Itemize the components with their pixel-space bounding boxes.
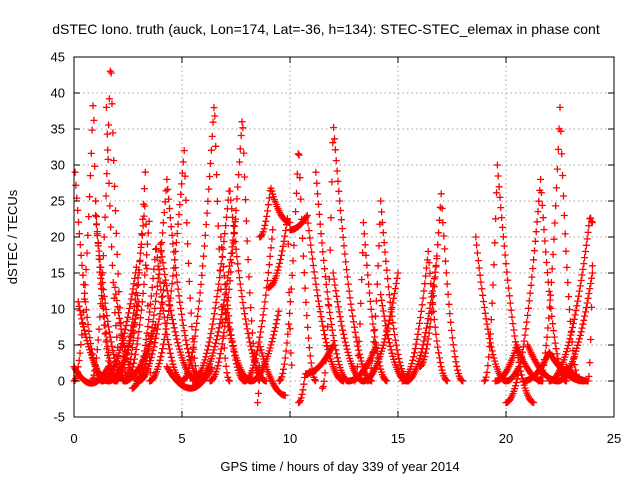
data-point-markers — [472, 233, 523, 385]
satellite-pass — [264, 215, 296, 369]
axis-ticks: -5 0 5 10 15 20 25 30 35 40 45 0 5 10 15 20 25 — [51, 50, 622, 447]
y-tick-label: 0 — [58, 374, 65, 389]
x-tick-label: 25 — [607, 431, 621, 446]
satellite-pass — [351, 219, 391, 385]
y-tick-label: 45 — [51, 50, 65, 65]
x-tick-label: 10 — [283, 431, 297, 446]
data-point-markers — [318, 124, 376, 392]
y-tick-label: 10 — [51, 302, 65, 317]
x-tick-label: 5 — [178, 431, 185, 446]
satellite-pass — [221, 305, 283, 385]
data-point-markers — [256, 184, 294, 241]
y-tick-label: 15 — [51, 266, 65, 281]
data-point-markers — [120, 168, 155, 385]
satellite-pass — [472, 233, 523, 385]
satellite-pass — [254, 343, 289, 407]
data-point-markers — [133, 175, 205, 385]
data-points — [70, 67, 596, 407]
y-tick-label: 30 — [51, 158, 65, 173]
x-axis-label: GPS time / hours of day 339 of year 2014 — [220, 459, 459, 474]
x-tick-label: 15 — [391, 431, 405, 446]
data-point-markers — [563, 262, 596, 385]
satellite-pass — [163, 363, 216, 392]
satellite-pass — [120, 168, 155, 385]
y-tick-label: -5 — [53, 410, 65, 425]
data-point-markers — [264, 215, 296, 369]
data-point-markers — [254, 343, 289, 407]
y-tick-label: 25 — [51, 194, 65, 209]
satellite-pass — [133, 175, 205, 385]
y-tick-label: 5 — [58, 338, 65, 353]
data-point-markers — [178, 104, 233, 385]
data-point-markers — [163, 363, 216, 392]
y-tick-label: 35 — [51, 122, 65, 137]
chart-title: dSTEC Iono. truth (auck, Lon=174, Lat=-3… — [52, 21, 600, 37]
y-tick-label: 40 — [51, 86, 65, 101]
data-point-markers — [524, 269, 596, 385]
satellite-pass — [563, 262, 596, 385]
y-axis-label: dSTEC / TECUs — [5, 189, 20, 284]
satellite-pass — [256, 184, 294, 241]
satellite-pass — [178, 104, 233, 385]
data-point-markers — [221, 305, 283, 385]
x-tick-label: 20 — [499, 431, 513, 446]
data-point-markers — [351, 219, 391, 385]
y-tick-label: 20 — [51, 230, 65, 245]
satellite-pass — [524, 269, 596, 385]
satellite-pass — [318, 124, 376, 392]
data-point-markers — [416, 190, 467, 385]
x-tick-label: 0 — [70, 431, 77, 446]
satellite-pass — [416, 190, 467, 385]
